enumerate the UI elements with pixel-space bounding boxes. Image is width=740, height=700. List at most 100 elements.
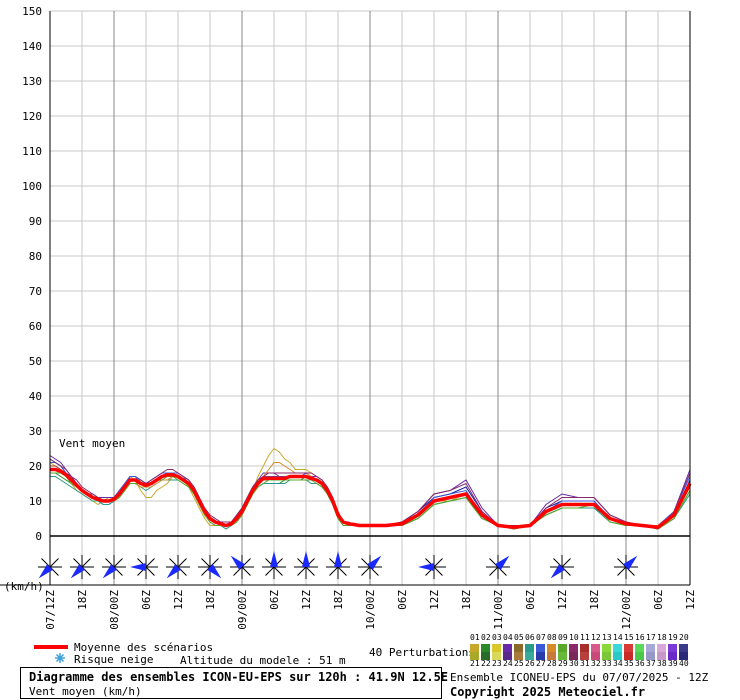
swatch-color (657, 644, 666, 652)
x-tick-label: 18Z (460, 590, 473, 610)
swatch-color (591, 652, 600, 660)
swatch-color (580, 652, 589, 660)
x-tick-label: 12/00Z (620, 590, 633, 630)
swatch-color (525, 644, 534, 652)
swatch-number: 19 (668, 633, 678, 642)
swatch-number: 38 (657, 659, 667, 668)
swatch-color (613, 652, 622, 660)
wind-direction-wedge (302, 551, 310, 567)
wind-direction-wedge (367, 555, 382, 570)
swatch-color (514, 652, 523, 660)
y-tick-label: 60 (29, 320, 42, 333)
swatch-number: 35 (624, 659, 634, 668)
swatch-color (536, 652, 545, 660)
wind-direction-wedge (334, 551, 342, 567)
wind-rose-icon (550, 555, 574, 579)
swatch-color (602, 644, 611, 652)
swatch-color (657, 652, 666, 660)
swatch-number: 23 (492, 659, 502, 668)
swatch-color (668, 652, 677, 660)
swatch-color (679, 652, 688, 660)
x-tick-label: 18Z (204, 590, 217, 610)
swatch-number: 29 (558, 659, 568, 668)
swatch-color (470, 652, 479, 660)
swatch-color (547, 644, 556, 652)
swatch-number: 16 (635, 633, 645, 642)
member-line-09 (50, 472, 691, 530)
x-tick-label: 06Z (140, 590, 153, 610)
swatch-number: 01 (470, 633, 480, 642)
swatch-color (646, 644, 655, 652)
swatch-color (602, 652, 611, 660)
swatch-number: 30 (569, 659, 579, 668)
swatch-number: 11 (580, 633, 590, 642)
x-tick-label: 06Z (396, 590, 409, 610)
wind-direction-wedge (418, 563, 434, 571)
swatch-color (536, 644, 545, 652)
y-tick-label: 20 (29, 460, 42, 473)
wind-direction-wedge (495, 555, 510, 570)
wind-roses (38, 551, 638, 579)
wind-rose-icon (418, 555, 446, 579)
y-tick-label: 30 (29, 425, 42, 438)
swatch-color (646, 652, 655, 660)
y-tick-label: 10 (29, 495, 42, 508)
swatch-number: 25 (514, 659, 524, 668)
swatch-number: 18 (657, 633, 667, 642)
copyright: Copyright 2025 Meteociel.fr (450, 685, 646, 699)
wind-rose-icon (70, 555, 94, 579)
wind-rose-spoke (425, 558, 443, 576)
y-unit-label: (km/h) (4, 580, 44, 593)
x-tick-label: 12Z (556, 590, 569, 610)
altitude-label: Altitude du modele : 51 m (180, 654, 346, 667)
run-info: Ensemble ICONEU-EPS du 07/07/2025 - 12Z (450, 671, 709, 684)
swatch-number: 22 (481, 659, 491, 668)
swatch-color (503, 644, 512, 652)
swatch-color (470, 644, 479, 652)
wind-direction-wedge (102, 564, 117, 579)
swatch-color (635, 652, 644, 660)
swatch-number: 05 (514, 633, 524, 642)
wind-direction-wedge (207, 564, 222, 579)
wind-direction-wedge (623, 555, 638, 570)
swatch-number: 15 (624, 633, 634, 642)
y-tick-label: 150 (22, 5, 42, 18)
wind-direction-wedge (550, 564, 565, 579)
y-tick-label: 120 (22, 110, 42, 123)
wind-direction-wedge (38, 564, 53, 579)
wind-rose-icon (102, 555, 126, 579)
swatch-number: 02 (481, 633, 491, 642)
x-tick-label: 18Z (588, 590, 601, 610)
wind-rose-icon (358, 555, 382, 579)
footer-subtitle: Vent moyen (km/h) (29, 685, 142, 698)
y-tick-label: 140 (22, 40, 42, 53)
swatch-number: 10 (569, 633, 579, 642)
swatch-number: 27 (536, 659, 546, 668)
swatch-number: 12 (591, 633, 601, 642)
swatch-color (492, 644, 501, 652)
x-tick-label: 12Z (428, 590, 441, 610)
swatch-number: 07 (536, 633, 546, 642)
wind-rose-icon (294, 551, 318, 579)
chart-grid (49, 10, 691, 585)
swatch-color (492, 652, 501, 660)
y-tick-label: 50 (29, 355, 42, 368)
swatch-number: 40 (679, 659, 689, 668)
swatch-number: 20 (679, 633, 689, 642)
x-tick-label: 12Z (300, 590, 313, 610)
y-tick-label: 40 (29, 390, 42, 403)
wind-rose-spoke (329, 558, 347, 576)
x-tick-label: 18Z (332, 590, 345, 610)
swatch-color (558, 644, 567, 652)
wind-direction-wedge (70, 564, 85, 579)
wind-rose-spoke (297, 558, 315, 576)
mean-series-line (50, 467, 692, 530)
perturbations-label: 40 Perturbations (369, 646, 475, 659)
swatch-color (569, 652, 578, 660)
swatch-number: 17 (646, 633, 656, 642)
mean-line (50, 467, 692, 530)
wind-rose-spoke (137, 558, 155, 576)
swatch-color (679, 644, 688, 652)
x-tick-label: 06Z (268, 590, 281, 610)
x-tick-label: 07/12Z (44, 590, 57, 630)
